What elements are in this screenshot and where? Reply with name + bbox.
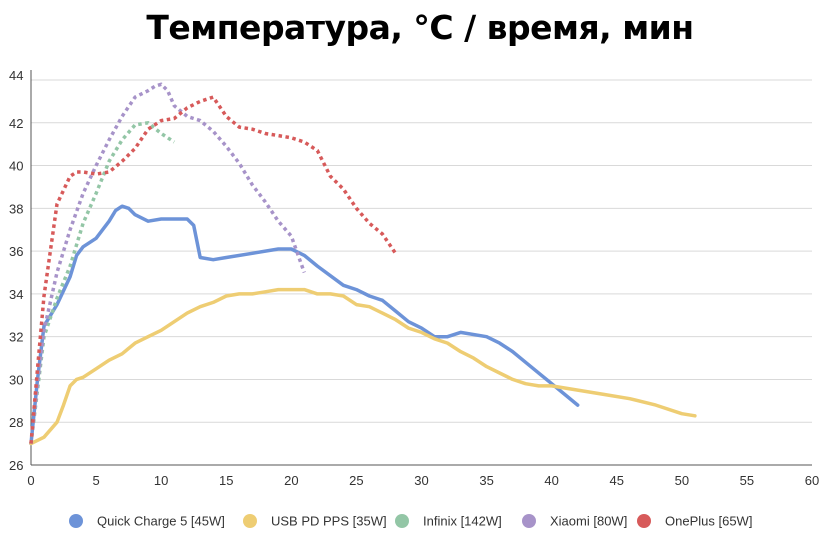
legend-item: USB PD PPS [35W]: [243, 514, 387, 529]
x-tick-label: 60: [805, 473, 819, 488]
tick-labels: 26 28 30 32 34 36 38 40 42 44 0 5 10 15 20 25 30 35 40 45 50…: [9, 68, 819, 488]
y-tick-label: 30: [9, 372, 23, 387]
x-tick-label: 20: [284, 473, 298, 488]
x-tick-label: 5: [92, 473, 99, 488]
legend: Quick Charge 5 [45W] USB PD PPS [35W] Infi…: [69, 514, 752, 529]
x-tick-label: 0: [27, 473, 34, 488]
legend-label: USB PD PPS [35W]: [271, 514, 387, 529]
y-tick-label: 28: [9, 415, 23, 430]
x-tick-label: 55: [740, 473, 754, 488]
series-line-2: [29, 287, 697, 446]
series-line-3: [29, 121, 176, 444]
legend-item: Infinix [142W]: [395, 514, 502, 529]
x-tick-label: 35: [479, 473, 493, 488]
series-line-4: [29, 82, 306, 444]
x-tick-label: 15: [219, 473, 233, 488]
legend-marker: [395, 514, 409, 528]
x-tick-label: 25: [349, 473, 363, 488]
y-tick-label: 38: [9, 201, 23, 216]
legend-item: OnePlus [65W]: [637, 514, 752, 529]
chart-title: Температура, °C / время, мин: [146, 8, 694, 47]
legend-label: OnePlus [65W]: [665, 514, 752, 529]
legend-item: Quick Charge 5 [45W]: [69, 514, 225, 529]
legend-label: Infinix [142W]: [423, 514, 502, 529]
y-tick-label: 42: [9, 116, 23, 131]
x-tick-label: 50: [675, 473, 689, 488]
legend-marker: [243, 514, 257, 528]
legend-item: Xiaomi [80W]: [522, 514, 627, 529]
y-tick-label: 40: [9, 159, 23, 174]
series-lines: [29, 82, 697, 446]
y-tick-label: 32: [9, 330, 23, 345]
series-line-1: [29, 204, 580, 446]
legend-label: Xiaomi [80W]: [550, 514, 627, 529]
legend-marker: [522, 514, 536, 528]
grid-lines: [31, 79, 812, 423]
x-tick-label: 10: [154, 473, 168, 488]
legend-marker: [637, 514, 651, 528]
series-line-5: [29, 95, 397, 444]
legend-label: Quick Charge 5 [45W]: [97, 514, 225, 529]
legend-marker: [69, 514, 83, 528]
y-tick-label: 26: [9, 458, 23, 473]
x-tick-label: 45: [610, 473, 624, 488]
x-tick-label: 30: [414, 473, 428, 488]
x-tick-label: 40: [544, 473, 558, 488]
y-tick-label: 34: [9, 287, 23, 302]
y-tick-label: 36: [9, 244, 23, 259]
y-tick-label: 44: [9, 68, 23, 83]
axes: [30, 70, 812, 466]
